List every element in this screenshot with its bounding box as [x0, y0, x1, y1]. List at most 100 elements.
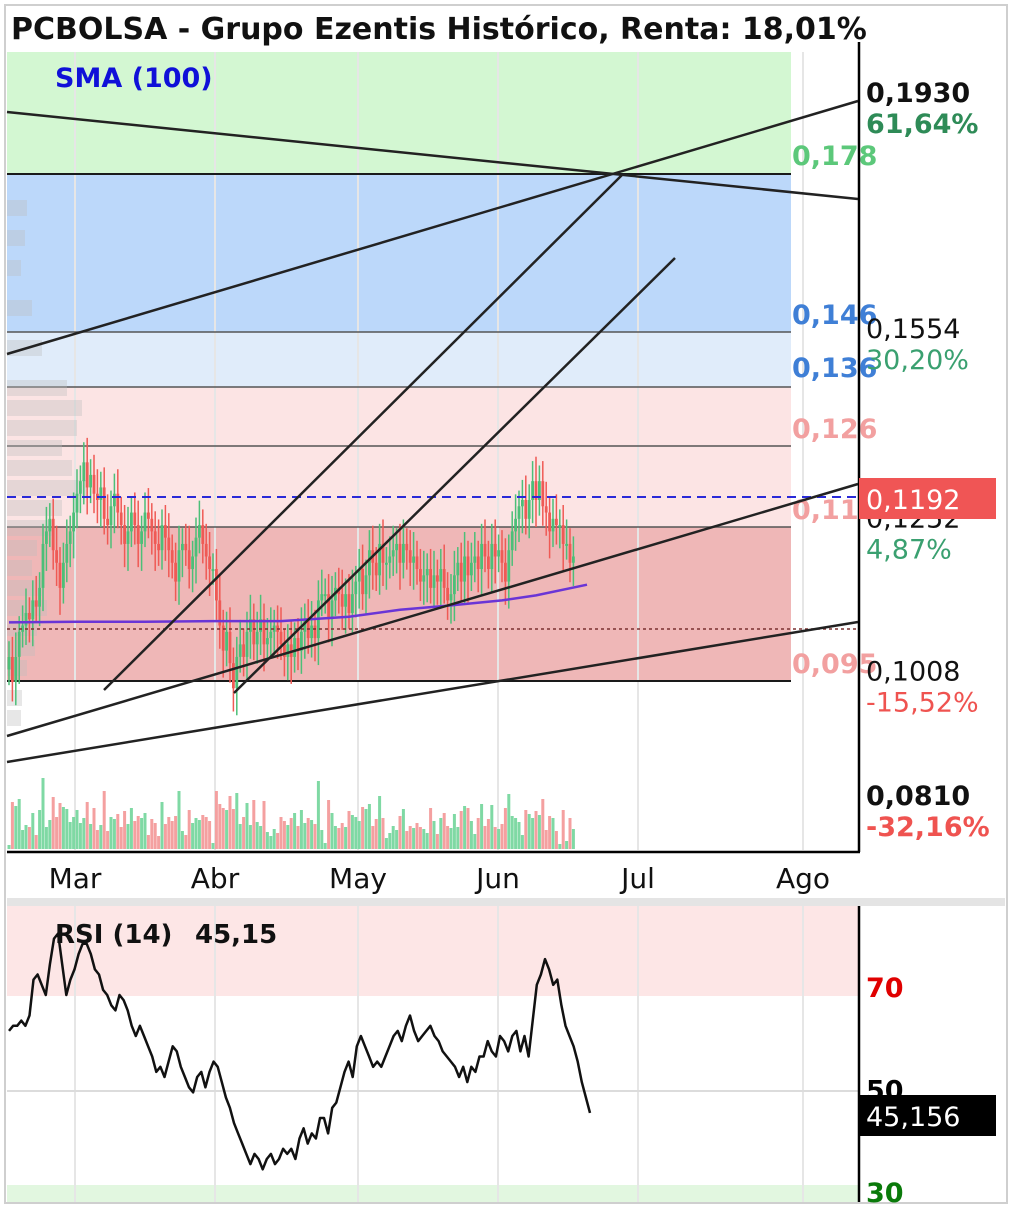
candle-body	[368, 550, 371, 576]
candle-body	[497, 550, 500, 557]
volume-bar	[561, 810, 565, 849]
candle-body	[436, 575, 439, 582]
title-bg	[7, 7, 857, 51]
volume-bar	[58, 803, 62, 849]
candle-body	[201, 525, 205, 544]
candle-body	[320, 594, 324, 601]
candle-body	[551, 518, 555, 532]
candle-body	[493, 543, 497, 557]
volume-bar	[466, 808, 470, 849]
candle-body	[453, 575, 456, 595]
candle-body	[507, 550, 511, 582]
volume-bar	[520, 835, 524, 849]
candle-body	[41, 543, 45, 588]
candle-body	[538, 481, 541, 500]
candle-body	[544, 506, 548, 513]
volume-bar	[388, 833, 392, 849]
volume-bar	[565, 841, 569, 849]
fib-label: 0,146	[792, 300, 877, 331]
candle-body	[51, 518, 55, 551]
candle-body	[65, 543, 69, 563]
volume-profile-bar	[7, 640, 35, 656]
rsi-current-box	[859, 1095, 996, 1136]
rsi-line	[8, 932, 592, 1171]
candle-body	[24, 612, 28, 626]
volume-bar	[235, 793, 239, 849]
candle-body	[422, 575, 426, 582]
volume-bar	[204, 817, 208, 849]
candle-body	[293, 638, 296, 657]
volume-bar	[225, 810, 229, 849]
volume-profile-bar	[7, 540, 37, 556]
volume-bar	[313, 824, 317, 849]
candle-body	[561, 525, 565, 544]
volume-bar	[184, 835, 188, 849]
candle-body	[442, 569, 446, 588]
volume-bar	[157, 836, 161, 849]
volume-bar	[361, 807, 365, 849]
volume-bar	[116, 814, 120, 849]
candle-body	[102, 487, 106, 519]
volume-bar	[177, 791, 181, 849]
trend-lines	[6, 99, 859, 764]
volume-bar	[272, 829, 276, 849]
candle-body	[412, 556, 415, 563]
rsi-value-label: 45,15	[195, 920, 277, 950]
candle-body	[456, 562, 460, 576]
volume-profile-bar	[7, 420, 77, 436]
candle-body	[184, 543, 188, 551]
volume-bar	[449, 828, 453, 849]
candle-body	[548, 512, 551, 532]
volume-bar	[201, 815, 205, 849]
candle-body	[439, 569, 443, 582]
x-tick-label: Mar	[49, 862, 102, 895]
volume-bar	[503, 808, 507, 849]
candle-body	[191, 556, 194, 570]
rsi-level-label: 70	[866, 973, 904, 1004]
volume-bar	[48, 820, 52, 849]
candle-body	[283, 644, 286, 657]
volume-bar	[497, 829, 501, 849]
volume-bar	[289, 818, 293, 849]
fib-level-lines	[7, 173, 791, 682]
candle-body	[140, 531, 143, 544]
volume-bar	[554, 831, 558, 849]
volume-bar	[490, 805, 494, 849]
candle-body	[82, 462, 86, 482]
vertical-gridlines	[74, 52, 804, 850]
volume-bar	[439, 818, 443, 849]
volume-bar	[347, 811, 351, 849]
candle-body	[55, 550, 58, 563]
candle-body	[211, 569, 215, 572]
volume-bar	[78, 823, 82, 849]
candle-body	[269, 631, 273, 639]
volume-bar	[469, 821, 473, 849]
volume-bar	[476, 818, 480, 849]
candle-body	[194, 537, 198, 557]
trend-line-down	[6, 110, 859, 201]
volume-bar	[327, 800, 331, 849]
volume-bar	[197, 820, 201, 849]
candle-body	[425, 569, 429, 576]
volume-bar	[10, 802, 14, 849]
volume-bar	[381, 818, 385, 849]
candle-body	[7, 656, 11, 670]
candle-body	[405, 543, 409, 551]
candle-body	[130, 512, 133, 532]
volume-bar	[510, 816, 514, 849]
candle-body	[208, 556, 211, 570]
volume-bar	[276, 833, 280, 849]
candle-body	[147, 512, 150, 519]
volume-bar	[558, 844, 562, 849]
channel-line-2	[233, 257, 676, 694]
volume-bar	[7, 845, 11, 849]
candle-body	[58, 562, 62, 588]
volume-bar	[187, 810, 191, 849]
volume-bar	[65, 809, 69, 849]
candle-body	[504, 562, 507, 582]
volume-bar	[378, 796, 382, 849]
candle-body	[279, 631, 283, 645]
volume-bar	[320, 830, 324, 849]
volume-bar	[371, 826, 375, 849]
candle-body	[116, 493, 120, 513]
